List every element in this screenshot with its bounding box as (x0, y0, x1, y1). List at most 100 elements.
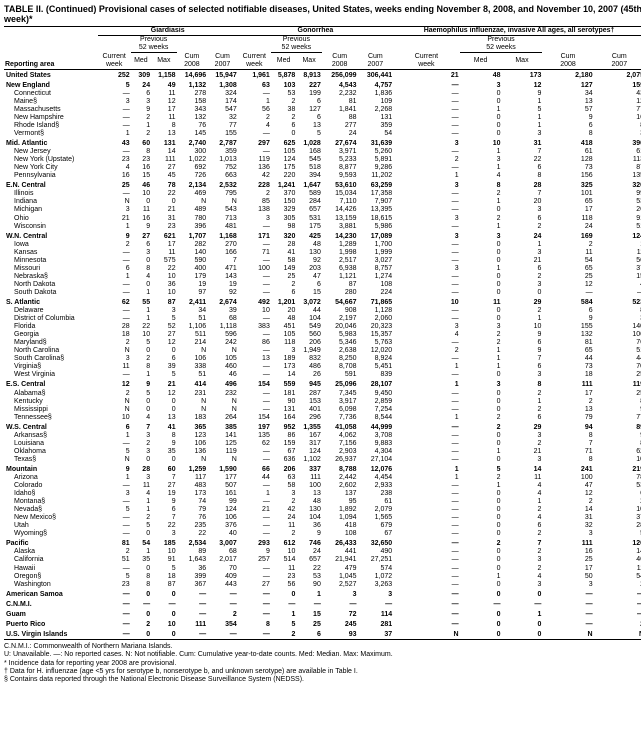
data-cell: 3 (98, 206, 131, 214)
data-cell: 100 (542, 474, 593, 482)
data-cell: 168 (296, 148, 322, 156)
data-cell: 3 (393, 180, 459, 190)
data-cell: — (98, 565, 131, 573)
data-cell: 1 (393, 464, 459, 474)
data-cell: 7,736 (322, 414, 358, 422)
data-cell: 0 (151, 456, 177, 464)
data-cell: 5 (98, 506, 131, 514)
data-cell: 496 (207, 379, 238, 389)
data-cell: 1 (460, 106, 502, 114)
table-row: Florida2822521,1061,11838345154920,04620… (4, 323, 641, 331)
data-cell: 10 (594, 456, 641, 464)
data-cell: — (238, 315, 271, 323)
data-cell: 34 (177, 307, 208, 315)
data-cell: 17,089 (358, 231, 394, 241)
data-cell: 27,674 (322, 138, 358, 148)
data-cell: — (393, 573, 459, 581)
data-cell: 10 (393, 297, 459, 307)
data-cell: — (207, 599, 238, 609)
data-cell: 145 (177, 130, 208, 138)
data-cell: 11 (131, 482, 151, 490)
data-cell: 1 (460, 448, 502, 456)
data-cell: 44 (542, 355, 593, 363)
data-cell: 1 (502, 241, 543, 249)
table-row: KentuckyN00NN—901533,9172,859—0128 (4, 398, 641, 406)
data-cell: 329 (271, 206, 297, 214)
area-cell: Michigan (4, 206, 98, 214)
data-cell: 514 (271, 556, 297, 564)
data-cell: 2 (502, 223, 543, 231)
data-cell: 441 (322, 548, 358, 556)
data-cell: — (98, 289, 131, 297)
data-cell: 0 (460, 506, 502, 514)
table-row: Arkansas§138123141135861674,0623,708—038… (4, 432, 641, 440)
data-cell: — (594, 599, 641, 609)
data-cell: 41 (271, 249, 297, 257)
data-cell: 24 (542, 223, 593, 231)
data-cell: 48 (296, 241, 322, 249)
data-cell: 3 (98, 490, 131, 498)
area-cell: Rhode Island§ (4, 122, 98, 130)
area-cell: Puerto Rico (4, 619, 98, 629)
data-cell: 6 (502, 363, 543, 371)
data-cell: 44 (296, 307, 322, 315)
data-cell: N (542, 629, 593, 640)
data-cell: 97 (177, 289, 208, 297)
data-cell: — (393, 241, 459, 249)
data-cell: 173 (177, 490, 208, 498)
data-cell: 164 (271, 414, 297, 422)
data-cell: 100 (238, 265, 271, 273)
data-cell: 0 (460, 315, 502, 323)
col-header: Currentweek (98, 53, 131, 70)
data-cell: 57 (542, 106, 593, 114)
data-cell: 1 (271, 609, 297, 619)
data-cell: 6 (98, 422, 131, 432)
data-cell: 2 (594, 619, 641, 629)
data-cell: 127 (296, 106, 322, 114)
data-cell: 3 (502, 456, 543, 464)
data-cell: 72 (322, 609, 358, 619)
data-cell: — (393, 164, 459, 172)
area-cell: Massachusetts (4, 106, 98, 114)
data-cell: 5,260 (358, 148, 394, 156)
data-cell: 8 (460, 180, 502, 190)
data-cell: 25 (542, 273, 593, 281)
data-cell: N (207, 398, 238, 406)
data-cell: — (238, 530, 271, 538)
data-cell: 62 (98, 297, 131, 307)
data-cell: 153 (296, 398, 322, 406)
data-cell: 63 (271, 474, 297, 482)
data-cell: 93 (322, 629, 358, 640)
data-cell: 400 (177, 265, 208, 273)
data-cell: 106 (594, 331, 641, 339)
col-header: Currentweek (393, 53, 459, 70)
data-cell: 0 (460, 565, 502, 573)
data-cell: 3 (502, 206, 543, 214)
data-cell: 27 (151, 482, 177, 490)
data-cell: 5 (594, 530, 641, 538)
data-cell: — (98, 609, 131, 619)
data-cell: 140 (177, 249, 208, 257)
data-cell: 1,961 (238, 69, 271, 80)
data-cell: 2,933 (358, 482, 394, 490)
data-cell: 296 (296, 414, 322, 422)
data-cell: 0 (460, 90, 502, 98)
data-cell: 399 (177, 573, 208, 581)
data-cell: 40 (207, 530, 238, 538)
data-cell: 62 (594, 448, 641, 456)
data-cell: 945 (296, 379, 322, 389)
data-cell: N (207, 456, 238, 464)
data-cell: 7,345 (322, 390, 358, 398)
area-cell: New England (4, 80, 98, 90)
data-cell: 61 (542, 148, 593, 156)
data-cell: — (131, 599, 151, 609)
data-cell: 15 (594, 273, 641, 281)
table-row: South Carolina§326106105131898328,2508,9… (4, 355, 641, 363)
data-cell: — (393, 581, 459, 589)
data-cell: 26 (296, 371, 322, 379)
data-cell: 8 (542, 130, 593, 138)
data-cell: 71,865 (358, 297, 394, 307)
data-cell: 2,903 (322, 448, 358, 456)
table-row: Illinois—1022469795237058915,03417,358—2… (4, 190, 641, 198)
data-cell: 359 (207, 148, 238, 156)
